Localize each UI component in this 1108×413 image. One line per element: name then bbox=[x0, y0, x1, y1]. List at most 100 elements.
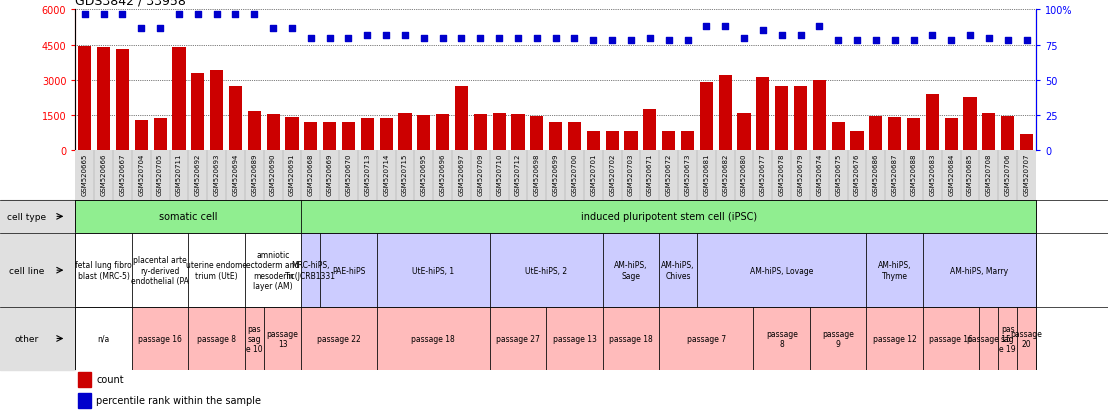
Text: passage
13: passage 13 bbox=[267, 329, 298, 348]
Bar bbox=[907, 119, 920, 151]
Text: GSM520675: GSM520675 bbox=[835, 153, 841, 195]
Text: GSM520702: GSM520702 bbox=[609, 153, 615, 195]
Bar bbox=[550, 123, 562, 151]
Text: GSM520708: GSM520708 bbox=[986, 153, 992, 196]
Text: AM-hiPS, Lovage: AM-hiPS, Lovage bbox=[750, 266, 813, 275]
Bar bbox=[301, 308, 377, 370]
Text: GSM520712: GSM520712 bbox=[515, 153, 521, 195]
Bar bbox=[493, 113, 505, 151]
Text: AM-hiPS, Marry: AM-hiPS, Marry bbox=[951, 266, 1008, 275]
Text: GSM520679: GSM520679 bbox=[798, 153, 803, 196]
Bar bbox=[663, 132, 675, 151]
Bar bbox=[301, 233, 320, 308]
Bar bbox=[0, 233, 75, 308]
Point bbox=[377, 32, 394, 39]
Bar bbox=[132, 233, 188, 308]
Point bbox=[358, 32, 376, 39]
Text: passage
9: passage 9 bbox=[822, 329, 854, 348]
Bar bbox=[286, 118, 298, 151]
Text: GSM520697: GSM520697 bbox=[459, 153, 464, 196]
Point bbox=[773, 32, 791, 39]
Bar bbox=[377, 308, 490, 370]
Bar bbox=[889, 118, 901, 151]
Text: UtE-hiPS, 1: UtE-hiPS, 1 bbox=[412, 266, 454, 275]
Point bbox=[114, 11, 131, 18]
Text: GSM520682: GSM520682 bbox=[722, 153, 728, 195]
Point bbox=[452, 35, 470, 42]
Bar bbox=[606, 132, 618, 151]
Bar bbox=[794, 86, 807, 151]
Point bbox=[585, 38, 603, 45]
Bar bbox=[192, 74, 204, 151]
Text: GSM520696: GSM520696 bbox=[440, 153, 445, 196]
Bar bbox=[546, 308, 603, 370]
Bar bbox=[697, 233, 866, 308]
Point bbox=[283, 25, 300, 32]
Text: GSM520671: GSM520671 bbox=[647, 153, 653, 196]
Text: uterine endome
trium (UtE): uterine endome trium (UtE) bbox=[186, 261, 247, 280]
Text: GSM520693: GSM520693 bbox=[214, 153, 219, 196]
Text: passage 18: passage 18 bbox=[609, 334, 653, 343]
Bar bbox=[813, 81, 825, 151]
Bar bbox=[681, 132, 694, 151]
Bar bbox=[245, 308, 264, 370]
Bar bbox=[945, 119, 957, 151]
Bar bbox=[437, 114, 449, 151]
Bar bbox=[342, 123, 355, 151]
Bar bbox=[188, 308, 245, 370]
Text: GSM520678: GSM520678 bbox=[779, 153, 784, 196]
Text: GSM520688: GSM520688 bbox=[911, 153, 916, 196]
Point bbox=[207, 11, 226, 18]
Bar bbox=[0, 308, 75, 370]
Bar bbox=[0, 200, 75, 233]
Bar bbox=[832, 123, 844, 151]
Point bbox=[171, 11, 188, 18]
Point bbox=[979, 35, 997, 42]
Bar bbox=[132, 308, 188, 370]
Point bbox=[678, 38, 696, 45]
Text: GSM520676: GSM520676 bbox=[854, 153, 860, 196]
Text: cell type: cell type bbox=[7, 212, 45, 221]
Text: GSM520685: GSM520685 bbox=[967, 153, 973, 195]
Text: passage 12: passage 12 bbox=[873, 334, 916, 343]
Text: GSM520690: GSM520690 bbox=[270, 153, 276, 196]
Point bbox=[698, 24, 716, 31]
Point bbox=[886, 38, 904, 45]
Bar bbox=[320, 233, 377, 308]
Point bbox=[736, 35, 753, 42]
Bar bbox=[75, 233, 132, 308]
Point bbox=[603, 38, 620, 45]
Text: PAE-hiPS: PAE-hiPS bbox=[331, 266, 366, 275]
Bar bbox=[964, 98, 976, 151]
Text: GSM520680: GSM520680 bbox=[741, 153, 747, 196]
Text: passage 16: passage 16 bbox=[138, 334, 182, 343]
Point bbox=[246, 11, 264, 18]
Point bbox=[961, 32, 979, 39]
Text: AM-hiPS,
Chives: AM-hiPS, Chives bbox=[661, 261, 695, 280]
Bar bbox=[531, 117, 543, 151]
Point bbox=[811, 24, 829, 31]
Text: GSM520672: GSM520672 bbox=[666, 153, 671, 195]
Bar bbox=[738, 113, 750, 151]
Text: GSM520694: GSM520694 bbox=[233, 153, 238, 195]
Text: somatic cell: somatic cell bbox=[160, 212, 217, 222]
Bar bbox=[264, 308, 301, 370]
Bar bbox=[490, 308, 546, 370]
Text: passage 13: passage 13 bbox=[553, 334, 596, 343]
Text: GSM520691: GSM520691 bbox=[289, 153, 295, 196]
Text: percentile rank within the sample: percentile rank within the sample bbox=[96, 395, 261, 405]
Bar bbox=[78, 393, 91, 408]
Bar bbox=[267, 114, 279, 151]
Text: GSM520683: GSM520683 bbox=[930, 153, 935, 196]
Bar bbox=[810, 308, 866, 370]
Bar bbox=[851, 132, 863, 151]
Bar bbox=[154, 119, 166, 151]
Point bbox=[622, 38, 639, 45]
Text: passage 27: passage 27 bbox=[496, 334, 540, 343]
Text: pas
sag
e 10: pas sag e 10 bbox=[246, 324, 263, 354]
Bar bbox=[1020, 134, 1033, 151]
Bar bbox=[979, 308, 998, 370]
Text: passage 15: passage 15 bbox=[967, 334, 1010, 343]
Bar bbox=[776, 86, 788, 151]
Point bbox=[529, 35, 546, 42]
